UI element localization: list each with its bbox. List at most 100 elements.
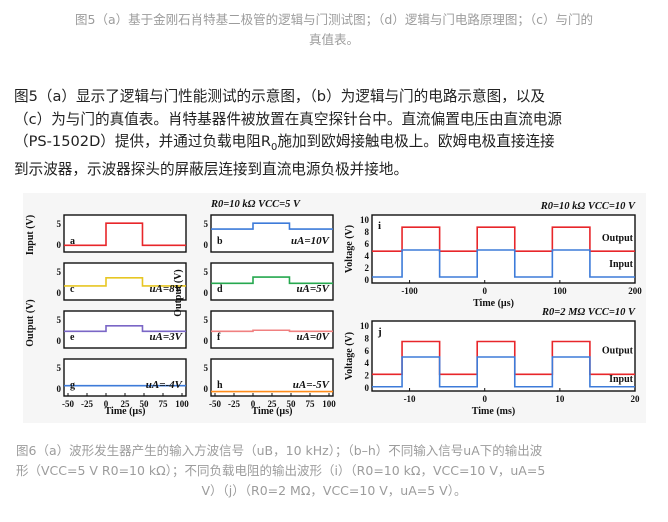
paragraph-line3-b: 施加到欧姆接触电极上。欧姆电极直接连接	[277, 133, 555, 150]
panel-h-ytick-5: 5	[204, 363, 209, 373]
panel-a-trace	[64, 222, 186, 247]
panel-c-ytick-0: 0	[57, 288, 62, 298]
panel-a-frame	[63, 214, 187, 253]
panel-j-legend-output: Output	[602, 345, 634, 356]
panel-g-xtick-label: 100	[175, 399, 189, 409]
panel-d-note: uA=5V	[296, 283, 330, 295]
panel-e-frame	[63, 310, 187, 349]
panel-i-xtick-label: 100	[553, 286, 567, 296]
left-col2-ylabel: Output (V)	[173, 269, 184, 317]
panel-g-xtick-label: 0	[104, 399, 109, 409]
panel-h-xtick-label: -50	[209, 399, 221, 409]
panel-j-xtick-label: 10	[555, 394, 565, 404]
panel-b-frame	[210, 214, 334, 253]
left-input-ylabel: Input (V)	[25, 215, 36, 255]
panel-g-xtick-label: -25	[81, 399, 93, 409]
panel-a-ytick-0: 0	[57, 240, 62, 250]
panel-j-frame	[371, 320, 636, 392]
panel-i-ytick: 6	[365, 239, 370, 249]
panel-i-ytick: 8	[365, 227, 370, 237]
panel-c-note: uA=8V	[149, 283, 183, 295]
panel-j-xlabel: Time (ms)	[472, 406, 515, 417]
panel-c-frame	[63, 262, 187, 301]
panel-h-note: uA=-5V	[293, 379, 331, 391]
panel-g-frame	[63, 358, 187, 397]
panel-f-note: uA=0V	[296, 331, 330, 343]
panel-e-ytick-0: 0	[57, 336, 62, 346]
panel-i-header: R0=10 kΩ VCC=10 V	[540, 201, 636, 212]
panel-j-xtick-label: -10	[404, 394, 416, 404]
panel-g-note: uA=-4V	[146, 379, 184, 391]
panel-d-ytick-0: 0	[204, 288, 209, 298]
panel-g-xtick-label: 50	[140, 399, 150, 409]
panel-i-ytick: 10	[360, 215, 370, 225]
figure6-caption-line1: 图6（a）波形发生器产生的输入方波信号（uB，10 kHz）；（b–h）不同输入…	[16, 443, 543, 458]
panel-d-letter: d	[217, 284, 223, 295]
panel-j-header: R0=2 MΩ VCC=10 V	[541, 307, 636, 318]
panel-b-trace	[211, 222, 333, 230]
panel-a-ytick-5: 5	[57, 219, 62, 229]
panel-c-trace	[64, 277, 186, 287]
left-output-ylabel: Output (V)	[25, 299, 36, 347]
panel-i-ytick: 2	[365, 263, 370, 273]
left-col2-xlabel: Time (µs)	[252, 406, 293, 417]
panel-i-xtick-label: 0	[482, 286, 487, 296]
panel-f-ytick-0: 0	[204, 336, 209, 346]
panel-j-ytick: 10	[360, 321, 370, 331]
panel-j-ytick: 6	[365, 346, 370, 356]
panel-i-xtick-label: 200	[628, 286, 642, 296]
panel-e-trace	[64, 325, 186, 333]
panel-d-ytick-5: 5	[204, 267, 209, 277]
panel-j-ytick: 2	[365, 371, 370, 381]
panel-f-letter: f	[217, 332, 221, 343]
panel-j-xtick-label: 20	[631, 394, 641, 404]
panel-b-ytick-0: 0	[204, 240, 209, 250]
panel-j-input-trace	[372, 356, 635, 388]
panel-h-xtick-label: 25	[268, 399, 278, 409]
panel-i-input-trace	[372, 249, 635, 278]
panel-g-ytick-0: 0	[57, 384, 62, 394]
panel-h-xtick-label: -25	[228, 399, 240, 409]
figure6-caption-line3: V）（j）（R0=2 MΩ，VCC=10 V，uA=5 V）。	[201, 483, 467, 498]
panel-g-letter: g	[70, 380, 75, 391]
panel-i-ylabel: Voltage (V)	[344, 225, 355, 273]
panel-g-ytick-5: 5	[57, 363, 62, 373]
panel-h-xtick-label: 50	[287, 399, 297, 409]
panel-i-ytick: 0	[365, 275, 370, 285]
panel-h-xtick-label: 75	[306, 399, 316, 409]
panel-j-output-trace	[372, 340, 635, 376]
panel-e-ytick-5: 5	[57, 315, 62, 325]
panel-d-trace	[211, 276, 333, 285]
panel-h-ytick-0: 0	[204, 384, 209, 394]
panel-j-xtick-label: 0	[482, 394, 487, 404]
panel-g-xtick-label: -50	[62, 399, 74, 409]
panel-i-output-trace	[372, 226, 635, 252]
panel-f-trace	[211, 329, 333, 333]
panel-g-xtick-label: 25	[121, 399, 131, 409]
panel-i-xlabel: Time (µs)	[473, 298, 514, 309]
panel-d-frame	[210, 262, 334, 301]
body-paragraph: 图5（a）显示了逻辑与门性能测试的示意图，（b）为逻辑与门的电路示意图，以及 （…	[14, 86, 654, 182]
panel-b-letter: b	[217, 236, 223, 247]
paragraph-line2: （c）为与门的真值表。肖特基器件被放置在真空探针台中。直流偏置电压由直流电源	[14, 110, 562, 128]
figure5-caption-line1: 图5（a）基于金刚石肖特基二极管的逻辑与门测试图；（d）逻辑与门电路原理图；（c…	[75, 12, 593, 27]
panel-a-letter: a	[70, 236, 75, 247]
panel-f-ytick-5: 5	[204, 315, 209, 325]
panel-i-legend-input: Input	[609, 259, 634, 270]
panel-j-ytick: 0	[365, 383, 370, 393]
panel-j-letter: j	[377, 326, 382, 338]
paragraph-line1: 图5（a）显示了逻辑与门性能测试的示意图，（b）为逻辑与门的电路示意图，以及	[14, 88, 545, 105]
panel-i-frame	[371, 214, 636, 284]
panel-e-letter: e	[70, 332, 75, 343]
panel-h-xtick-label: 100	[322, 399, 336, 409]
panel-i-xtick-label: -100	[401, 286, 418, 296]
panel-g-xtick-label: 75	[159, 399, 169, 409]
panel-h-xtick-label: 0	[251, 399, 256, 409]
panel-j-legend-input: Input	[609, 374, 634, 385]
figure5-caption: 图5（a）基于金刚石肖特基二极管的逻辑与门测试图；（d）逻辑与门电路原理图；（c…	[16, 10, 652, 50]
paragraph-line4: 到示波器，示波器探头的屏蔽层连接到直流电源负极并接地。	[14, 161, 409, 179]
panel-h-letter: h	[217, 380, 223, 391]
panel-c-letter: c	[70, 284, 75, 295]
paragraph-line3: （PS-1502D）提供，并通过负载电阻R0施加到欧姆接触电极上。欧姆电极直接连…	[14, 131, 654, 159]
